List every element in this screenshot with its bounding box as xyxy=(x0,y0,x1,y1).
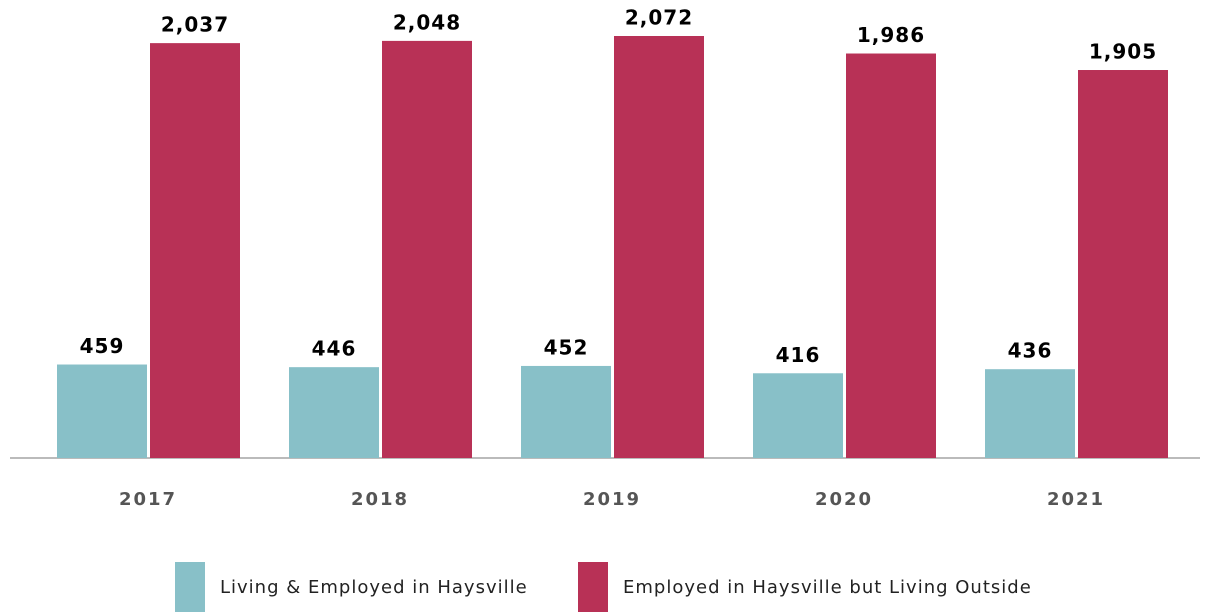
legend-label: Living & Employed in Haysville xyxy=(220,577,528,598)
value-label: 436 xyxy=(1008,339,1053,363)
x-tick-label: 2021 xyxy=(1047,489,1105,510)
bar xyxy=(846,53,936,459)
value-label: 2,072 xyxy=(625,6,693,30)
legend-swatch xyxy=(578,562,608,612)
value-label: 416 xyxy=(776,343,821,367)
bar xyxy=(289,367,379,458)
value-label: 2,037 xyxy=(161,13,229,37)
value-label: 1,986 xyxy=(857,23,925,47)
bar xyxy=(150,43,240,458)
bar xyxy=(985,369,1075,458)
legend-label: Employed in Haysville but Living Outside xyxy=(623,577,1032,598)
value-label: 452 xyxy=(544,335,589,359)
bar xyxy=(382,40,472,458)
x-tick-label: 2019 xyxy=(583,489,641,510)
bar xyxy=(753,373,843,458)
bar xyxy=(1078,70,1168,459)
x-tick-label: 2017 xyxy=(119,489,177,510)
value-label: 459 xyxy=(80,334,125,358)
bar xyxy=(521,365,611,458)
x-tick-label: 2018 xyxy=(351,489,409,510)
legend-swatch xyxy=(175,562,205,612)
x-tick-label: 2020 xyxy=(815,489,873,510)
value-label: 1,905 xyxy=(1089,40,1157,64)
bar xyxy=(614,36,704,458)
bar xyxy=(57,364,147,458)
value-label: 446 xyxy=(312,337,357,361)
value-label: 2,048 xyxy=(393,10,461,34)
